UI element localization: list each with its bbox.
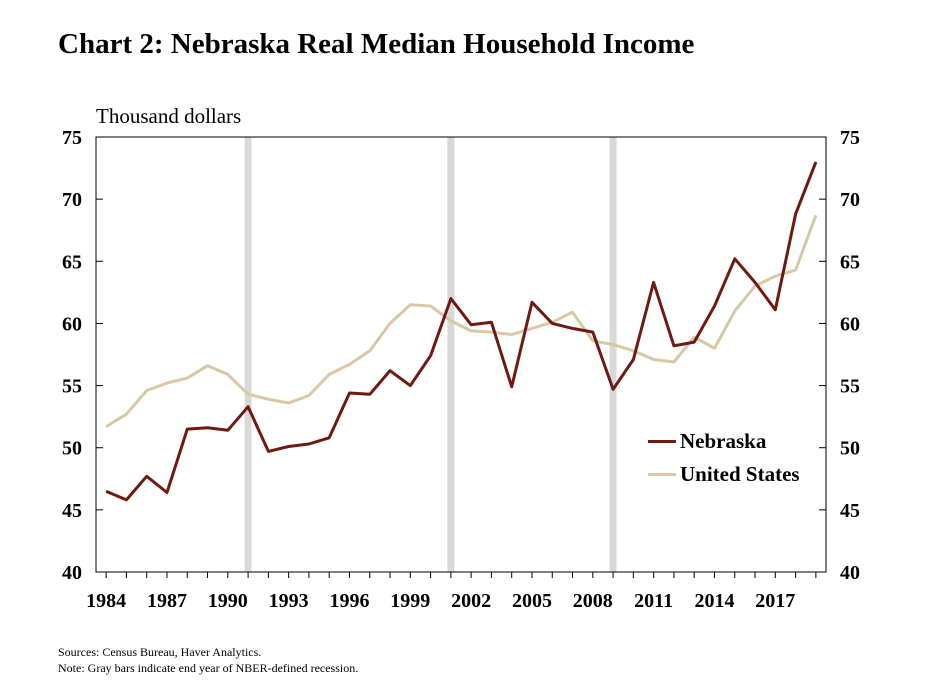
x-tick-label: 1993 [269,590,309,612]
legend-label-nebraska: Nebraska [680,429,767,453]
x-tick-label: 1990 [208,590,248,612]
y-tick-label-left: 70 [62,189,82,211]
y-tick-label-left: 45 [62,500,82,522]
x-tick-label: 2011 [634,590,673,612]
x-tick-label: 2002 [451,590,491,612]
legend-swatch-nebraska [648,440,676,443]
sources-footnote: Sources: Census Bureau, Haver Analytics. [58,645,262,659]
y-tick-label-left: 55 [62,376,82,398]
y-tick-label-left: 50 [62,438,82,460]
y-tick-label-left: 75 [62,127,82,149]
y-tick-label-right: 65 [840,251,860,273]
y-tick-label-right: 60 [840,313,860,335]
y-tick-label-right: 75 [840,127,860,149]
y-axis-unit-label: Thousand dollars [96,104,242,128]
x-tick-label: 2005 [512,590,552,612]
x-tick-label: 2014 [694,590,734,612]
x-tick-label: 2017 [755,590,795,612]
recession-note-footnote: Note: Gray bars indicate end year of NBE… [58,661,359,675]
legend-item-united-states: United States [648,458,800,491]
y-tick-label-right: 70 [840,189,860,211]
plot-frame [95,136,827,573]
chart-title: Chart 2: Nebraska Real Median Household … [58,28,695,60]
legend-item-nebraska: Nebraska [648,425,800,458]
x-tick-label: 1987 [147,590,187,612]
recession-bar-2001 [447,137,455,572]
legend-label-united-states: United States [680,462,800,486]
recession-bar-1991 [244,137,252,572]
y-tick-label-right: 40 [840,562,860,584]
series-line-nebraska [105,161,818,502]
x-tick-label: 1984 [86,590,126,612]
x-tick-label: 2008 [573,590,613,612]
y-tick-label-right: 45 [840,500,860,522]
legend-swatch-united-states [648,473,676,476]
y-tick-label-left: 40 [62,562,82,584]
recession-bar-2009 [609,137,617,572]
y-tick-label-left: 65 [62,251,82,273]
y-tick-label-right: 55 [840,376,860,398]
chart-legend: Nebraska United States [648,425,800,491]
y-tick-label-left: 60 [62,313,82,335]
y-tick-label-right: 50 [840,438,860,460]
series-line-united-states [105,214,818,428]
x-tick-label: 1996 [329,590,369,612]
x-tick-label: 1999 [390,590,430,612]
